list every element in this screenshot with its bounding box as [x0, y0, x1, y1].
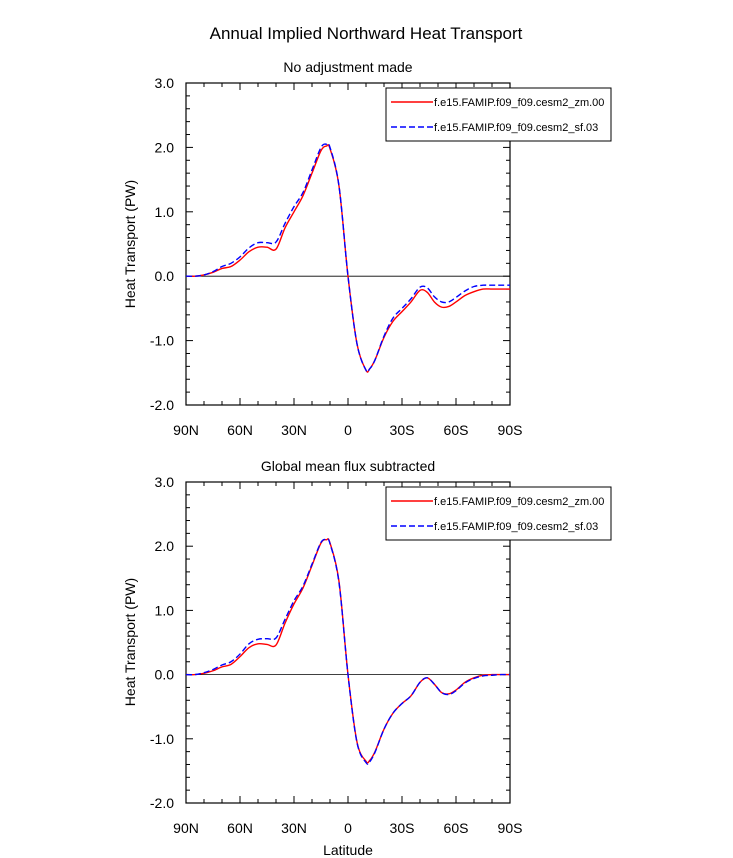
legend-box [385, 87, 612, 142]
x-tick-label: 60S [444, 820, 469, 836]
panel-title: No adjustment made [283, 59, 412, 75]
x-tick-label: 90N [173, 820, 199, 836]
y-tick-label: 1.0 [155, 602, 175, 618]
x-tick-label: 30S [390, 422, 415, 438]
legend-label: f.e15.FAMIP.f09_f09.cesm2_zm.00 [434, 496, 604, 508]
x-tick-label: 0 [344, 820, 352, 836]
x-axis-label: Latitude [323, 842, 373, 858]
series-line-zm00 [185, 144, 510, 373]
series-line-sf03 [185, 142, 510, 373]
y-tick-label: 2.0 [155, 538, 175, 554]
y-tick-label: -2.0 [150, 795, 174, 811]
y-tick-label: 3.0 [155, 75, 175, 91]
x-tick-label: 30S [390, 820, 415, 836]
y-tick-label: 2.0 [155, 139, 175, 155]
panel-title: Global mean flux subtracted [261, 458, 435, 474]
x-tick-label: 0 [344, 422, 352, 438]
chart-panel-no-adjustment: No adjustment made Heat Transport (PW) -… [122, 59, 612, 438]
legend-box [385, 486, 612, 541]
x-tick-label: 90S [498, 422, 523, 438]
y-tick-label: -2.0 [150, 397, 174, 413]
y-tick-label: -1.0 [150, 333, 174, 349]
x-tick-label: 30N [281, 820, 307, 836]
x-tick-label: 90N [173, 422, 199, 438]
series-line-zm00 [185, 538, 510, 764]
y-axis-label: Heat Transport (PW) [122, 578, 138, 706]
y-tick-label: -1.0 [150, 731, 174, 747]
series-line-sf03 [185, 538, 511, 765]
y-tick-label: 0.0 [155, 667, 175, 683]
figure-title: Annual Implied Northward Heat Transport [210, 24, 523, 43]
x-tick-label: 60N [227, 820, 253, 836]
legend-label: f.e15.FAMIP.f09_f09.cesm2_sf.03 [434, 122, 598, 134]
x-tick-label: 60S [444, 422, 469, 438]
y-tick-label: 0.0 [155, 268, 175, 284]
legend-label: f.e15.FAMIP.f09_f09.cesm2_sf.03 [434, 521, 598, 533]
x-tick-label: 30N [281, 422, 307, 438]
y-axis-label: Heat Transport (PW) [122, 180, 138, 308]
y-tick-label: 1.0 [155, 204, 175, 220]
x-tick-label: 90S [498, 820, 523, 836]
chart-panel-global-mean-subtracted: Global mean flux subtracted Heat Transpo… [122, 458, 612, 836]
legend-label: f.e15.FAMIP.f09_f09.cesm2_zm.00 [434, 97, 604, 109]
y-tick-label: 3.0 [155, 474, 175, 490]
x-tick-label: 60N [227, 422, 253, 438]
